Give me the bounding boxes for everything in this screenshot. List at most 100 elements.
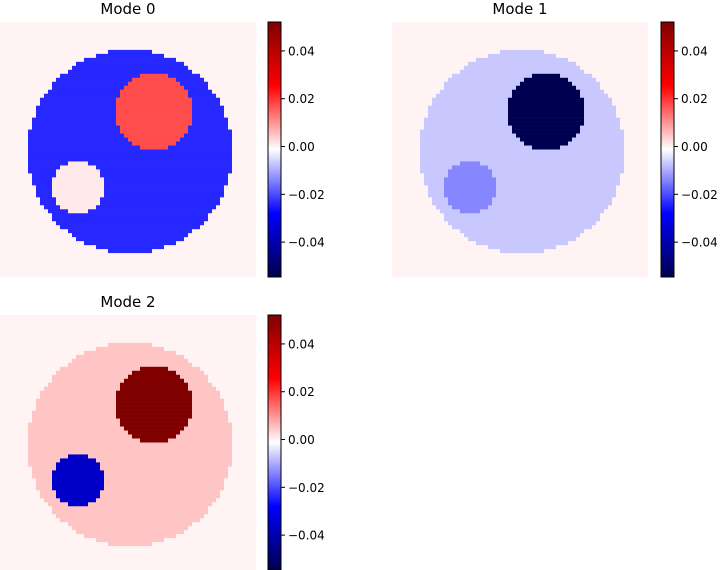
heatmap-cell-run (0, 490, 41, 495)
heatmap-cell-run (0, 510, 53, 515)
heatmap-cell-run (100, 169, 233, 174)
heatmap-cell-run (200, 73, 257, 79)
heatmap-cell-run (32, 470, 53, 475)
heatmap-cell-run (0, 225, 61, 230)
heatmap-cell-run (0, 534, 85, 539)
heatmap-cell-run (508, 121, 585, 126)
heatmap-cell-run (392, 137, 421, 142)
heatmap-cell-run (40, 394, 117, 399)
heatmap-cell-run (444, 185, 497, 190)
heatmap-cell-run (188, 129, 233, 134)
heatmap-cell-run (496, 185, 617, 190)
heatmap-cell-run (612, 97, 649, 102)
heatmap-cell-run (192, 121, 229, 126)
heatmap-cell-run (0, 49, 109, 55)
heatmap-cell-run (0, 213, 53, 218)
heatmap-cell-run (124, 133, 185, 138)
heatmap-cell-run (480, 161, 625, 166)
heatmap-cell-run (176, 77, 205, 83)
heatmap-cell-run (392, 149, 421, 154)
heatmap-cell-run (116, 398, 193, 403)
heatmap-cell-run (36, 185, 53, 190)
heatmap-cell-run (60, 165, 97, 170)
heatmap-cell-run (152, 342, 257, 348)
heatmap-cell-run (0, 450, 29, 455)
heatmap-cell-run (508, 113, 585, 118)
heatmap-cell-run (208, 506, 257, 511)
heatmap-cell-run (68, 454, 89, 459)
heatmap-cell-run (96, 53, 165, 59)
heatmap-cell-run (0, 241, 85, 246)
heatmap-cell-run (448, 77, 525, 83)
heatmap-cell-run (0, 22, 257, 27)
heatmap-cell-run (0, 446, 29, 451)
heatmap-cell-run (232, 165, 257, 170)
colorbar-tick-label: 0.04 (288, 44, 315, 58)
colorbar: 0.04 0.02 0.00 −0.02 −0.04 (267, 21, 325, 278)
heatmap-cell-run (0, 93, 45, 98)
heatmap-cell-run (476, 241, 569, 246)
heatmap-cell-run (584, 105, 617, 110)
heatmap-cell-run (0, 326, 257, 332)
heatmap-cell-run (624, 141, 649, 146)
heatmap-cell-run (224, 486, 257, 491)
heatmap-cell-run (392, 101, 433, 106)
heatmap-cell-run (624, 157, 649, 162)
heatmap-cell-run (76, 530, 185, 535)
heatmap-cell-run (0, 53, 97, 59)
heatmap-cell-run (440, 89, 513, 95)
heatmap-cell-run (584, 113, 617, 118)
heatmap-cell-run (184, 237, 257, 242)
heatmap-cell-run (88, 161, 233, 166)
heatmap-cell-run (52, 85, 125, 91)
heatmap-cell-run (28, 169, 57, 174)
colorbar-tick-label: 0.04 (288, 337, 315, 351)
heatmap-cell-run (0, 478, 37, 483)
heatmap-cell-run (0, 522, 69, 527)
heatmap-cell-run (0, 153, 29, 158)
heatmap-cell-run (68, 502, 89, 507)
heatmap-cell-run (188, 526, 257, 531)
heatmap-cell-run (28, 430, 129, 435)
heatmap-cell-run (624, 169, 649, 174)
heatmap-cell-run (544, 49, 649, 55)
heatmap-cell-run (192, 406, 225, 411)
heatmap-cell-run (224, 113, 257, 118)
heatmap-cell-run (616, 113, 649, 118)
heatmap-cell-run (392, 201, 433, 206)
heatmap-cell-run (420, 157, 625, 162)
heatmap-cell-run (220, 97, 257, 102)
heatmap-cell-run (392, 237, 469, 242)
heatmap-cell-run (0, 354, 77, 360)
heatmap-cell-run (496, 189, 617, 194)
heatmap-cell-run (516, 133, 577, 138)
heatmap-cell-run (120, 418, 189, 423)
heatmap-cell-run (624, 161, 649, 166)
heatmap-cell-run (224, 193, 257, 198)
heatmap-cell-run (584, 229, 649, 234)
heatmap-cell-run (428, 193, 445, 198)
heatmap-cell-run (28, 422, 121, 427)
heatmap-cell-run (116, 390, 193, 395)
heatmap-cell-run (220, 201, 257, 206)
heatmap-cell-run (100, 173, 229, 178)
heatmap-cell-run (0, 342, 109, 348)
heatmap-cell-run (52, 181, 105, 186)
heatmap-cell-run (52, 470, 105, 475)
heatmap-cell-run (108, 249, 153, 254)
heatmap-cell-run (560, 145, 625, 150)
heatmap-cell-run (52, 374, 129, 380)
heatmap-cell-run (392, 85, 445, 91)
heatmap-cell-run (0, 315, 257, 320)
heatmap-cell-run (572, 137, 625, 142)
heatmap-cell-run (192, 410, 229, 415)
heatmap-cell-run (448, 221, 597, 226)
heatmap-cell-run (232, 157, 257, 162)
heatmap-cell-run (184, 426, 233, 431)
heatmap-cell-run (152, 49, 257, 55)
heatmap-cell-run (392, 81, 445, 87)
heatmap-cell-run (232, 450, 257, 455)
heatmap-cell-run (128, 430, 181, 435)
heatmap-cell-run (524, 141, 569, 146)
